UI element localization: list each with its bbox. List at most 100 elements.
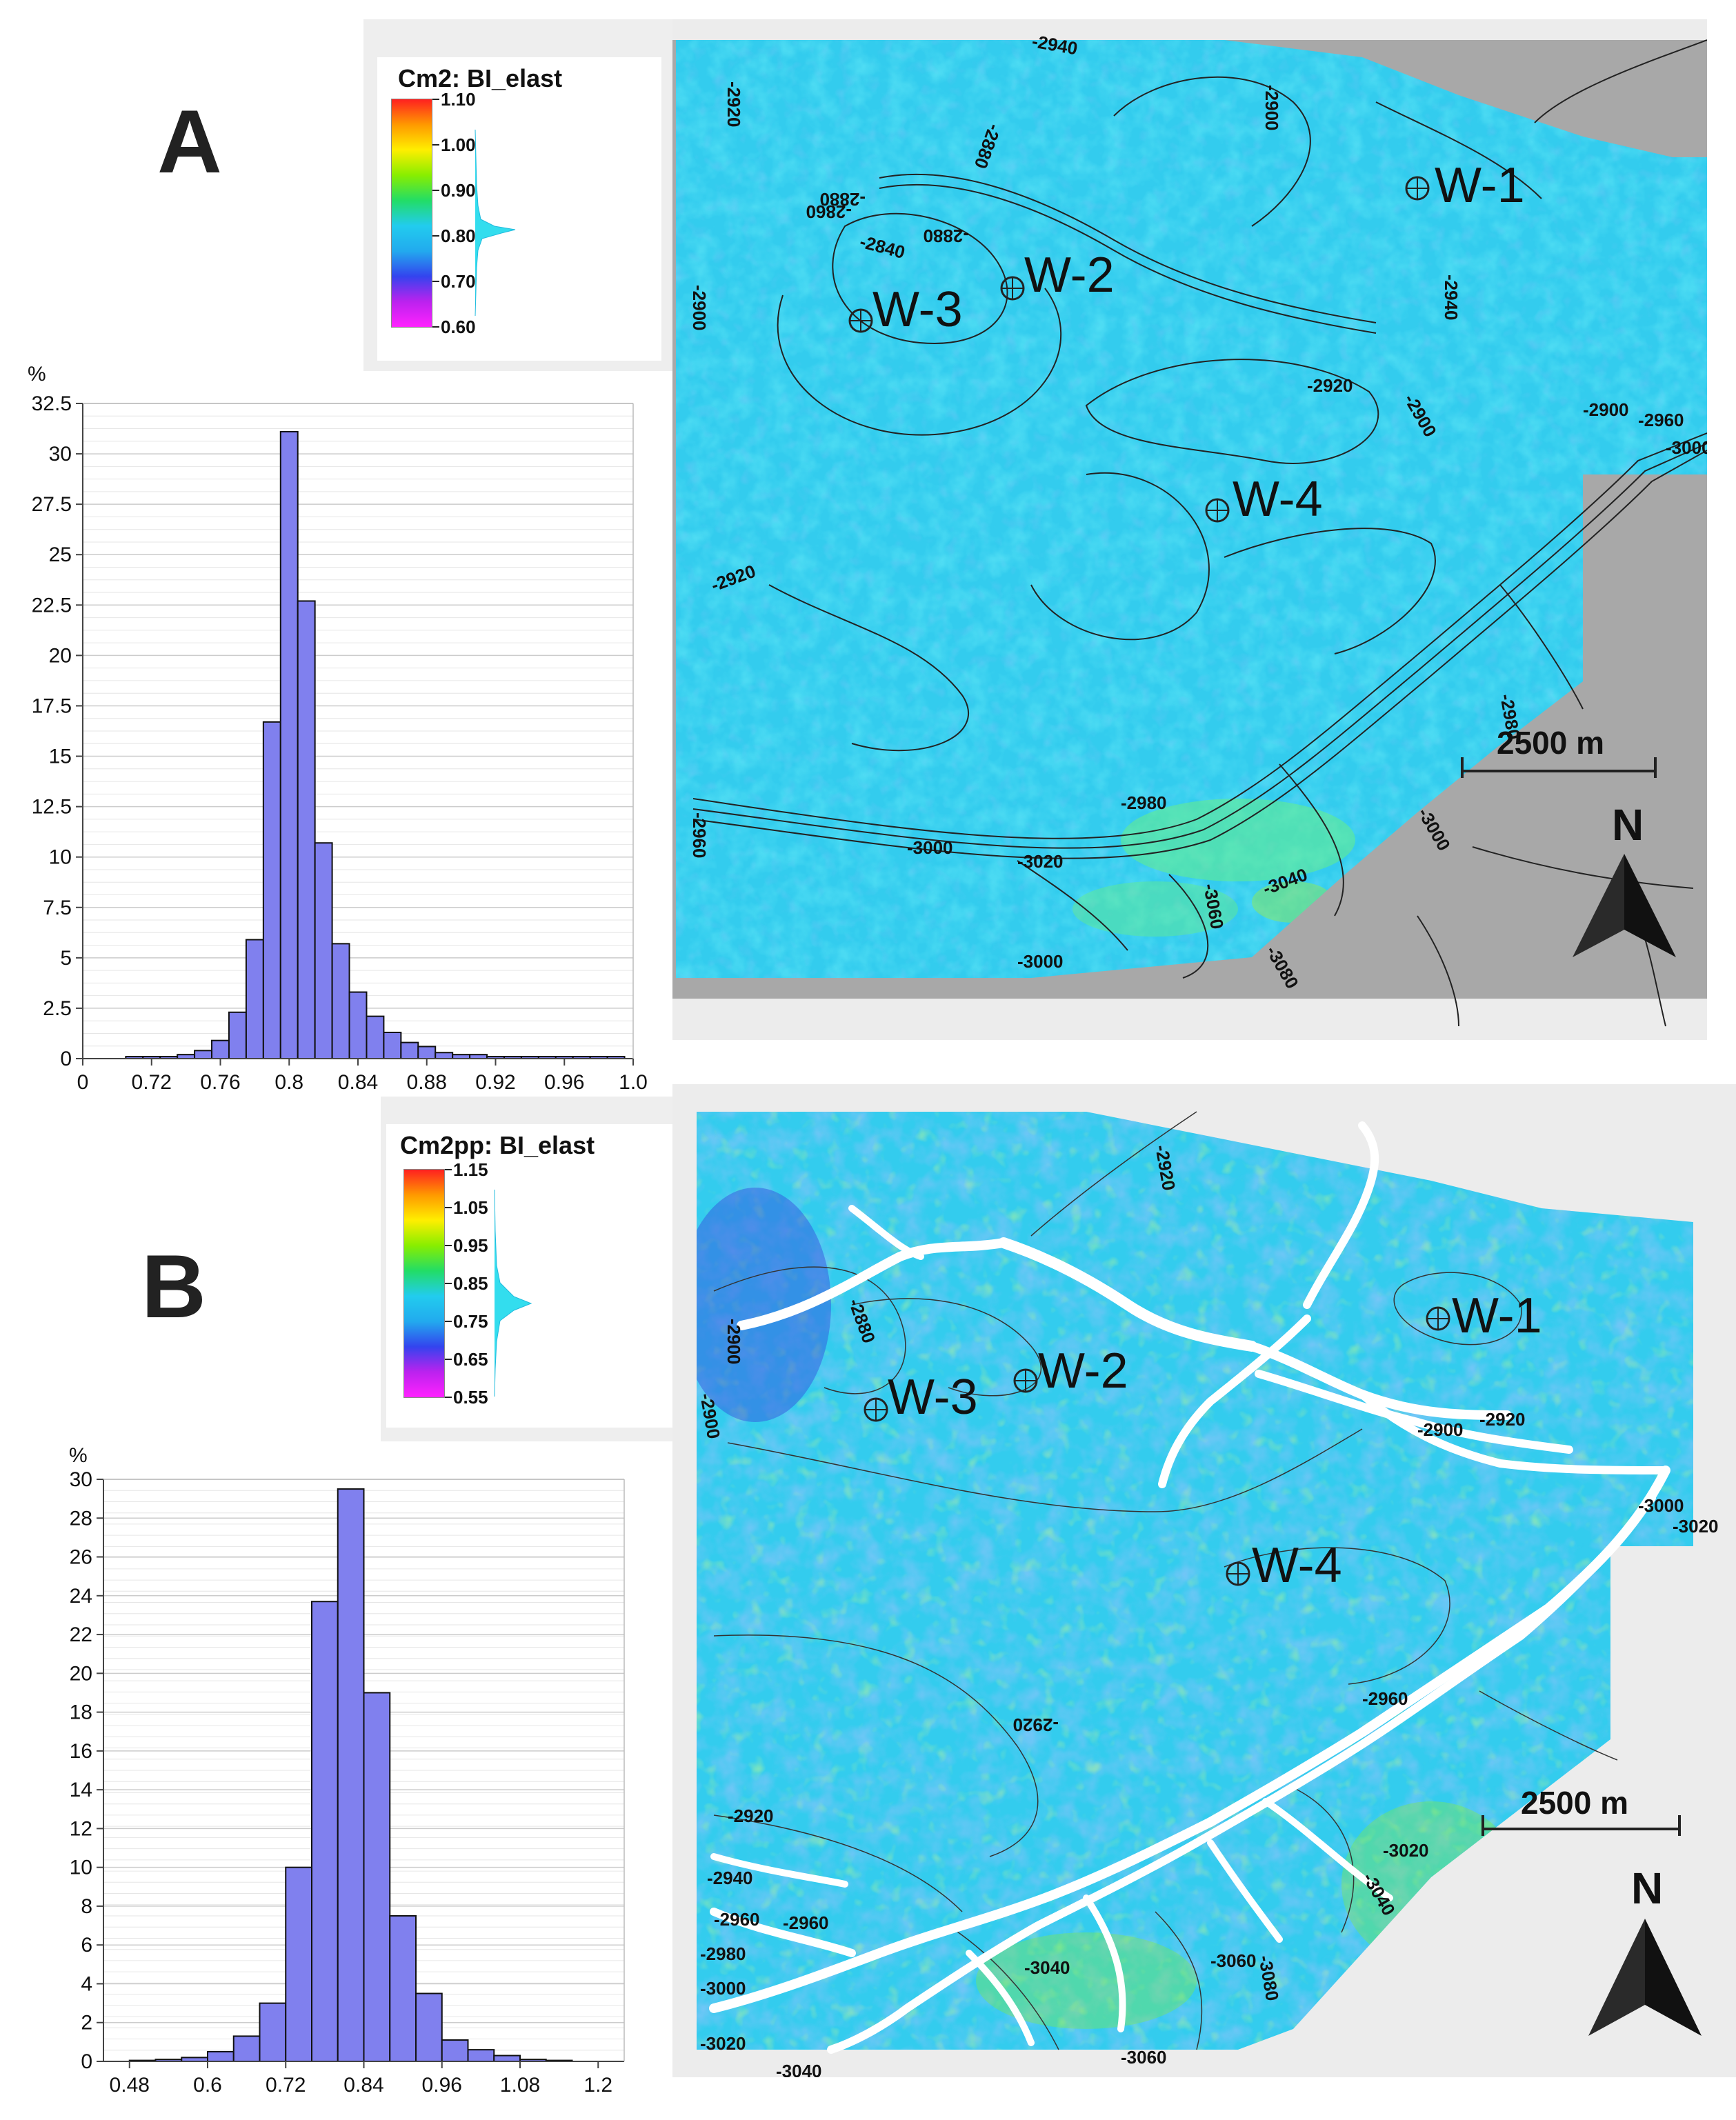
histogram-a-y-tick-label: 0 xyxy=(60,1048,72,1070)
histogram-a-y-tick-label: 30 xyxy=(49,443,72,466)
legend-b-tick-label: 0.65 xyxy=(445,1349,488,1370)
map-a-contour-label: -2900 xyxy=(689,285,710,331)
map-b-scale-bar xyxy=(1481,1815,1681,1836)
histogram-b-y-tick-label: 2 xyxy=(81,2012,92,2034)
map-b-contour-label: -3060 xyxy=(1121,2047,1167,2068)
map-b-contour-label: -2940 xyxy=(707,1868,753,1888)
histogram-b-bar xyxy=(232,2035,261,2063)
map-b-contour-label: -2920 xyxy=(1013,1714,1059,1735)
map-b-contour-label: -2960 xyxy=(783,1912,829,1933)
map-a-north-label: N xyxy=(1612,800,1644,850)
histogram-b-bar xyxy=(207,2050,235,2063)
legend-b-tick-label: 0.95 xyxy=(445,1235,488,1256)
histogram-a-y-tick-label: 25 xyxy=(49,543,72,566)
map-b-north-label: N xyxy=(1631,1863,1663,1913)
histogram-b-percent-label: % xyxy=(69,1444,88,1467)
histogram-b-y-tick-label: 14 xyxy=(70,1779,92,1801)
map-b-contour-label: -3040 xyxy=(1024,1957,1070,1978)
histogram-b-x-tick-label: 1.2 xyxy=(583,2074,612,2097)
histogram-b-y-tick-label: 10 xyxy=(70,1857,92,1879)
map-a-contour-label: -2880 xyxy=(924,226,970,246)
legend-b-distribution xyxy=(494,1190,532,1397)
map-b-well-w3-label: W-3 xyxy=(888,1370,978,1425)
map-a-scale-label: 2500 m xyxy=(1497,725,1604,761)
legend-a-colorbar xyxy=(391,99,432,328)
map-a-contour-label: -3000 xyxy=(1017,951,1064,972)
legend-b-tick-label: 0.85 xyxy=(445,1273,488,1294)
map-b: W-1 W-2 W-3 W-4 -2920-2900 -2880-2900-292… xyxy=(696,1111,1719,2077)
map-b-contour-label: -3060 xyxy=(1210,1950,1257,1971)
map-b-well-w2-marker xyxy=(1013,1368,1038,1393)
histogram-a-percent-label: % xyxy=(28,363,46,386)
histogram-b-x-tick-label: 1.08 xyxy=(500,2074,540,2097)
map-b-contour-label: -2980 xyxy=(700,1943,746,1964)
histogram-b-bar xyxy=(311,1601,339,2062)
legend-a-title: Cm2: BI_elast xyxy=(398,64,563,92)
map-a-contour-label: -2860 xyxy=(806,201,852,222)
legend-b-tick-label: 1.15 xyxy=(445,1159,488,1180)
histogram-b-y-tick-label: 28 xyxy=(70,1507,92,1530)
histogram-a-bar xyxy=(314,842,333,1059)
map-a-contour-label: -2960 xyxy=(1638,410,1684,430)
legend-b-title: Cm2pp: BI_elast xyxy=(400,1131,595,1159)
histogram-a-bar xyxy=(262,721,281,1059)
histogram-b-y-tick-label: 30 xyxy=(70,1468,92,1491)
map-a-frame: W-1 W-2 W-3 W-4 -2940 -2920 -2880 -2900 -288… xyxy=(672,19,1707,1040)
legend-a-panel: Cm2: BI_elast 1.10 1.00 0.90 0.80 0.70 0.60 xyxy=(377,57,661,361)
histogram-a-bar xyxy=(366,1015,385,1059)
histogram-b-bar xyxy=(259,2002,287,2062)
legend-a-tick-label: 1.10 xyxy=(432,89,476,110)
legend-b-tick-label: 0.75 xyxy=(445,1311,488,1332)
map-b-contour-label: -3000 xyxy=(700,1978,746,1999)
histogram-a-x-tick-label: 0.92 xyxy=(475,1071,515,1094)
histogram-b-bar xyxy=(441,2039,469,2063)
histogram-a-y-tick-label: 22.5 xyxy=(32,594,72,617)
map-a-well-w2-marker xyxy=(1000,276,1025,301)
histogram-b: % 30 28 26 24 22 20 18 16 14 12 10 8 6 4 2 0 0.48 0.6 0.72… xyxy=(0,1421,662,2120)
map-a-contour-label: -2880 xyxy=(820,189,866,210)
map-b-north-arrow-icon xyxy=(1588,1919,1702,2036)
map-b-contour-label: -3000 xyxy=(1638,1495,1684,1516)
map-a-contour-label: -3020 xyxy=(1017,851,1064,872)
map-a-contour-label: -2920 xyxy=(724,81,744,128)
histogram-a-y-tick-label: 10 xyxy=(49,846,72,869)
legend-b-frame: Cm2pp: BI_elast 1.15 1.05 0.95 0.85 0.75 0.65… xyxy=(381,1097,691,1441)
legend-a-frame: Cm2: BI_elast 1.10 1.00 0.90 0.80 0.70 0.60 xyxy=(363,19,681,371)
histogram-a-y-tick-label: 20 xyxy=(49,644,72,667)
panel-b-letter: B xyxy=(141,1236,206,1337)
histogram-b-bar xyxy=(467,2049,495,2062)
map-b-contours xyxy=(713,1111,1618,2050)
histogram-a-y-tick-label: 12.5 xyxy=(32,796,72,819)
histogram-b-y-tick-label: 26 xyxy=(70,1546,92,1569)
map-b-well-w1-marker xyxy=(1426,1306,1450,1331)
histogram-b-bar xyxy=(493,2054,521,2062)
map-b-well-w4-marker xyxy=(1226,1561,1250,1586)
histogram-a-y-tick-label: 27.5 xyxy=(32,493,72,516)
legend-a-distribution xyxy=(475,130,516,316)
histogram-a-y-tick-label: 7.5 xyxy=(43,897,72,919)
histogram-a-x-tick-label: 0.88 xyxy=(407,1071,447,1094)
map-a-north-arrow-icon xyxy=(1573,854,1676,957)
histogram-a-bar xyxy=(194,1050,213,1059)
histogram-b-y-tick-label: 6 xyxy=(81,1934,92,1957)
histogram-a-bar xyxy=(331,943,350,1060)
histogram-b-x-tick-label: 0.84 xyxy=(343,2074,383,2097)
map-a-contours xyxy=(692,39,1707,1027)
map-a-contour-label: -2900 xyxy=(1583,399,1629,420)
histogram-a-bar xyxy=(383,1032,402,1059)
legend-a-tick-label: 0.90 xyxy=(432,180,476,201)
map-b-contour-label: -2960 xyxy=(714,1909,760,1930)
map-a-contour-label: -2960 xyxy=(689,812,710,859)
histogram-a-bar xyxy=(211,1039,230,1060)
histogram-b-bar xyxy=(415,1992,443,2062)
legend-a-tick-label: 0.70 xyxy=(432,271,476,292)
map-b-contour-label: -2920 xyxy=(1479,1409,1526,1430)
legend-b-tick-label: 0.55 xyxy=(445,1387,488,1408)
histogram-a-bar xyxy=(297,600,316,1059)
histogram-b-y-tick-label: 20 xyxy=(70,1662,92,1685)
map-b-scale-label: 2500 m xyxy=(1521,1785,1628,1821)
map-b-contour-label: -2960 xyxy=(1362,1688,1408,1709)
map-b-contour-label: -3020 xyxy=(1383,1840,1429,1861)
map-a-well-w3-marker xyxy=(848,308,873,333)
